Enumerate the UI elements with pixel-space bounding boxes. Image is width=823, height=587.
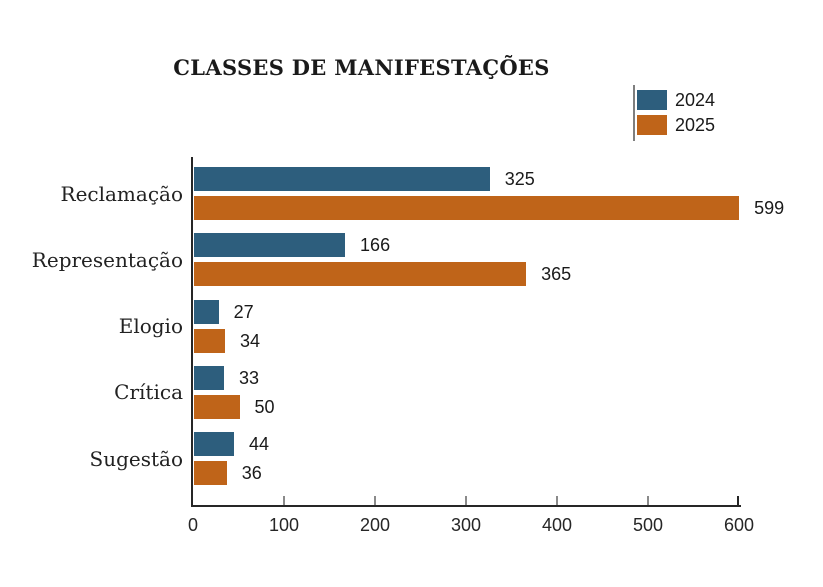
bar-value-2025-3: 34 [239,330,260,351]
x-tick-400 [556,496,558,505]
legend-item-2025: 2025 [637,115,715,135]
bar-2024-2 [194,233,346,258]
category-label-4: Crítica [114,380,183,405]
category-label-3: Elogio [118,314,183,338]
legend-label-2024: 2024 [675,90,716,110]
legend-swatch-2024 [637,90,667,110]
bar-2025-2 [194,262,527,287]
bar-value-2025-2: 365 [541,264,572,285]
category-label-5: Sugestão [89,446,184,471]
x-tick-label-100: 100 [268,515,300,535]
x-tick-label-500: 500 [632,515,664,535]
bar-value-2025-5: 36 [241,463,262,483]
x-tick-600 [737,496,739,505]
bar-2024-5 [194,432,235,456]
bar-value-2025-1: 599 [754,198,785,218]
bar-2025-1 [194,196,740,220]
x-tick-label-400: 400 [541,515,573,535]
legend-item-2024: 2024 [637,90,715,110]
x-tick-label-600: 600 [723,515,755,535]
bar-value-2024-2: 166 [360,235,391,256]
legend: 2024 2025 [633,85,763,141]
bar-value-2024-3: 27 [233,301,254,322]
bar-2025-3 [194,328,225,353]
bar-2024-4 [194,365,225,390]
bar-2025-4 [194,394,240,419]
legend-accent-line [633,85,635,141]
bar-2025-5 [194,461,227,485]
x-tick-300 [465,496,467,505]
x-tick-label-0: 0 [187,515,198,535]
bar-value-2025-4: 50 [254,396,275,417]
category-label-2: Representação [31,247,183,272]
x-tick-label-300: 300 [450,515,482,535]
x-tick-100 [283,496,285,505]
category-label-1: Reclamação [60,181,183,206]
bar-2024-3 [194,299,219,324]
x-tick-500 [647,496,649,505]
x-tick-200 [374,496,376,505]
legend-swatch-2025 [637,115,667,135]
bar-value-2024-1: 325 [504,169,535,189]
bar-value-2024-4: 33 [239,367,260,388]
x-tick-label-200: 200 [359,515,391,535]
y-axis-spine [191,157,193,507]
bar-2024-1 [194,167,490,191]
legend-label-2025: 2025 [675,115,716,135]
x-axis-spine [191,505,741,507]
bar-value-2024-5: 44 [249,434,270,454]
chart-title: CLASSES DE MANIFESTAÇÕES [173,55,550,80]
